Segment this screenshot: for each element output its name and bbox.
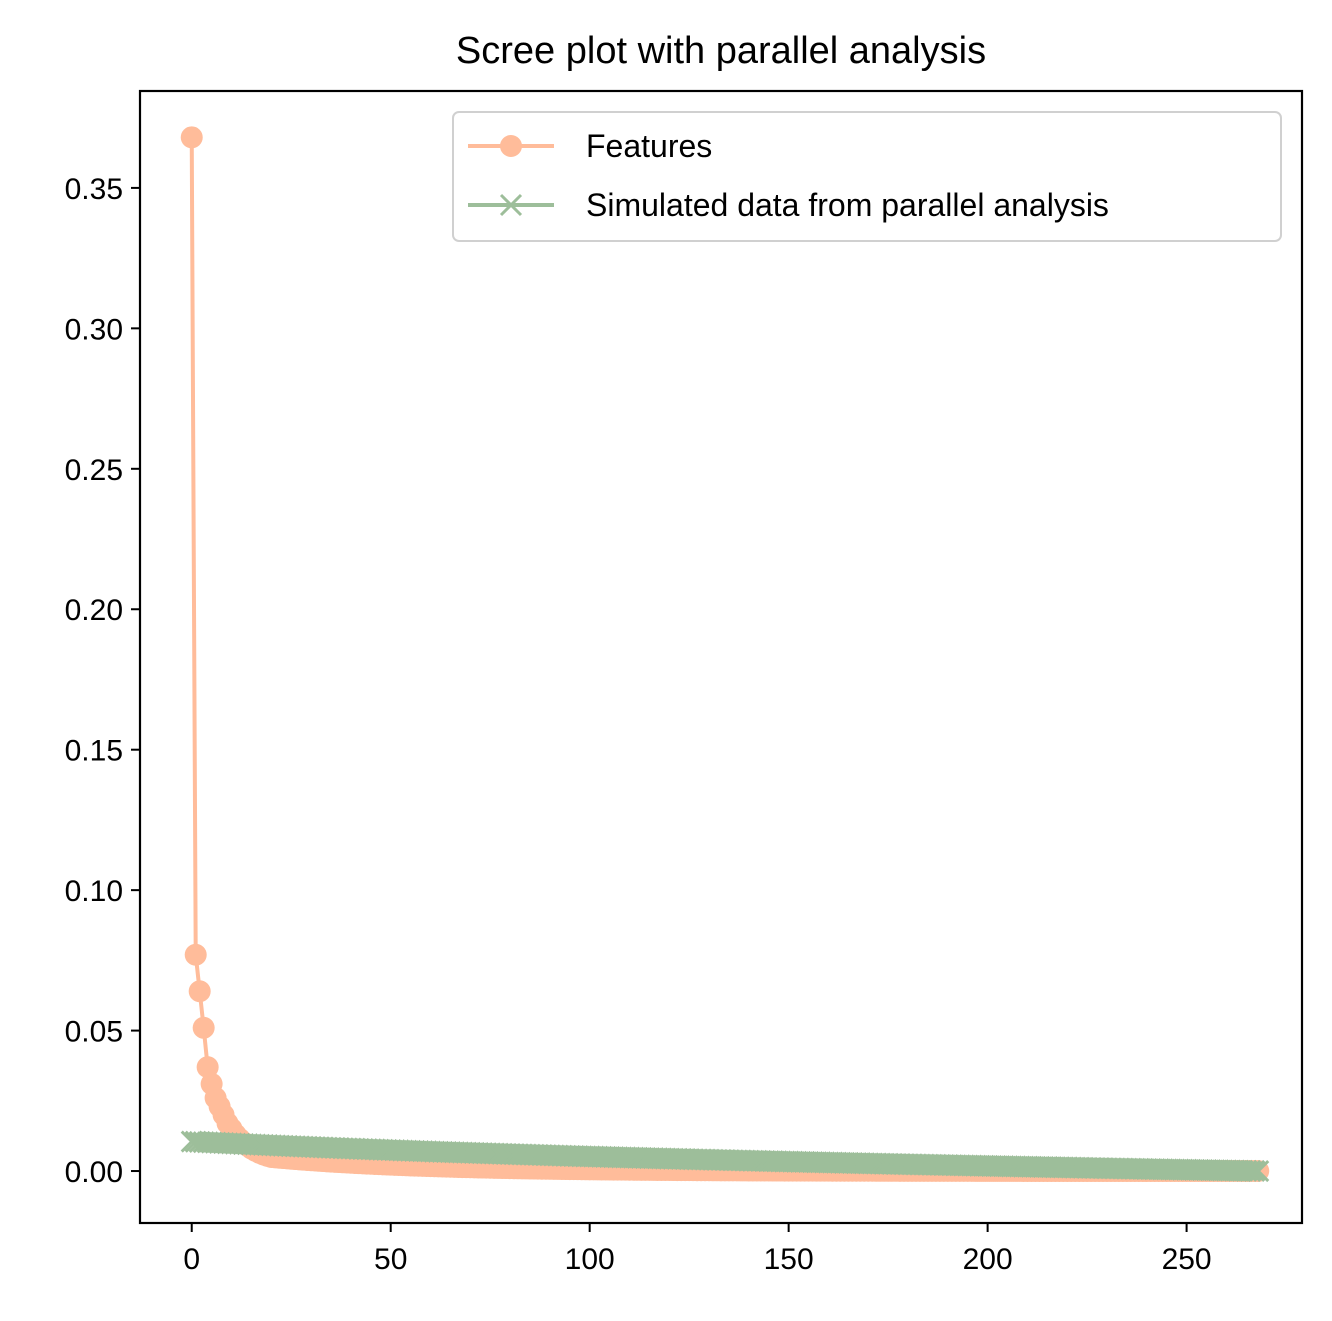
y-tick-label: 0.00: [65, 1156, 123, 1189]
features-line: [189, 137, 1259, 1174]
simulated-point: [1243, 1159, 1266, 1183]
features-point: [188, 980, 211, 1003]
x-tick-label: 200: [963, 1243, 1013, 1276]
x-tick-label: 100: [565, 1243, 615, 1276]
y-tick-label: 0.35: [65, 173, 123, 206]
y-tick-label: 0.15: [65, 735, 123, 768]
x-tick-label: 0: [183, 1243, 200, 1276]
y-tick-label: 0.05: [65, 1016, 123, 1049]
y-tick-label: 0.20: [65, 594, 123, 627]
legend-simulated-marker: [499, 193, 523, 217]
features-point: [184, 943, 207, 966]
y-tick-label: 0.10: [65, 875, 123, 908]
features-point: [180, 126, 203, 149]
simulated-point: [1239, 1159, 1262, 1182]
axes-layer: 0 50 100 150 200 250 0.00 0.05 0.10 0.15 0.20 0.25 0…: [65, 173, 1212, 1276]
features-point: [192, 1016, 215, 1039]
legend-features-label: Features: [586, 128, 712, 164]
legend-features-marker: [500, 135, 522, 157]
y-tick-label: 0.25: [65, 454, 123, 487]
simulated-point: [1247, 1159, 1270, 1183]
y-tick-label: 0.30: [65, 313, 123, 346]
x-tick-label: 250: [1162, 1243, 1212, 1276]
x-tick-label: 50: [374, 1243, 407, 1276]
plot-frame: [138, 89, 1304, 1225]
chart-title: Scree plot with parallel analysis: [456, 30, 986, 72]
features-point: [196, 1056, 219, 1079]
series-layer: [180, 126, 1270, 1183]
legend: Features Simulated data from parallel an…: [452, 111, 1282, 242]
legend-simulated-label: Simulated data from parallel analysis: [586, 187, 1109, 223]
legend-box: [452, 111, 1282, 242]
x-tick-label: 150: [764, 1243, 814, 1276]
